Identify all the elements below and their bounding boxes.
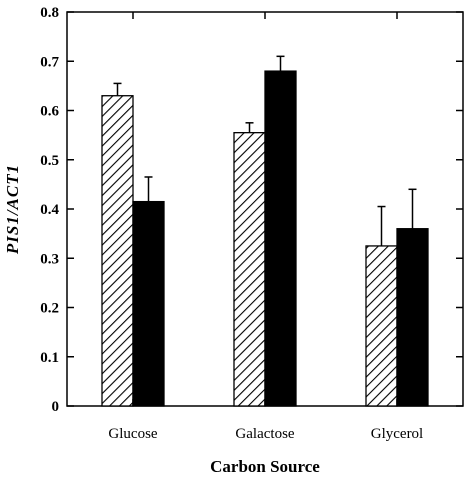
bars-group: [101, 55, 429, 407]
bar-hatched-glucose: [101, 95, 134, 407]
y-tick-label: 0.4: [40, 202, 59, 218]
y-axis: 0 0.1 0.2 0.3 0.4 0.5 0.6 0.7 0.8: [40, 5, 463, 415]
y-tick-label: 0.3: [40, 251, 59, 267]
y-tick-label: 0.7: [40, 54, 59, 70]
x-tick-label: Glycerol: [371, 426, 423, 442]
y-tick-label: 0.6: [40, 104, 59, 120]
y-tick-label: 0.5: [40, 153, 59, 169]
bar-solid-glycerol: [396, 228, 429, 407]
bar-solid-galactose: [264, 70, 297, 407]
y-tick-label: 0.1: [40, 350, 59, 366]
y-tick-label: 0.2: [40, 301, 59, 317]
x-tick-label: Glucose: [108, 426, 157, 442]
y-tick-label: 0: [52, 399, 60, 415]
x-tick-label: Galactose: [235, 426, 294, 442]
x-axis: Glucose Galactose Glycerol: [108, 12, 423, 442]
y-axis-title: PIS1/ACT1: [3, 164, 22, 255]
bar-hatched-glycerol: [365, 245, 398, 407]
x-axis-title: Carbon Source: [210, 457, 320, 476]
bar-solid-glucose: [132, 200, 165, 407]
bar-hatched-galactose: [233, 132, 266, 407]
y-tick-label: 0.8: [40, 5, 59, 21]
